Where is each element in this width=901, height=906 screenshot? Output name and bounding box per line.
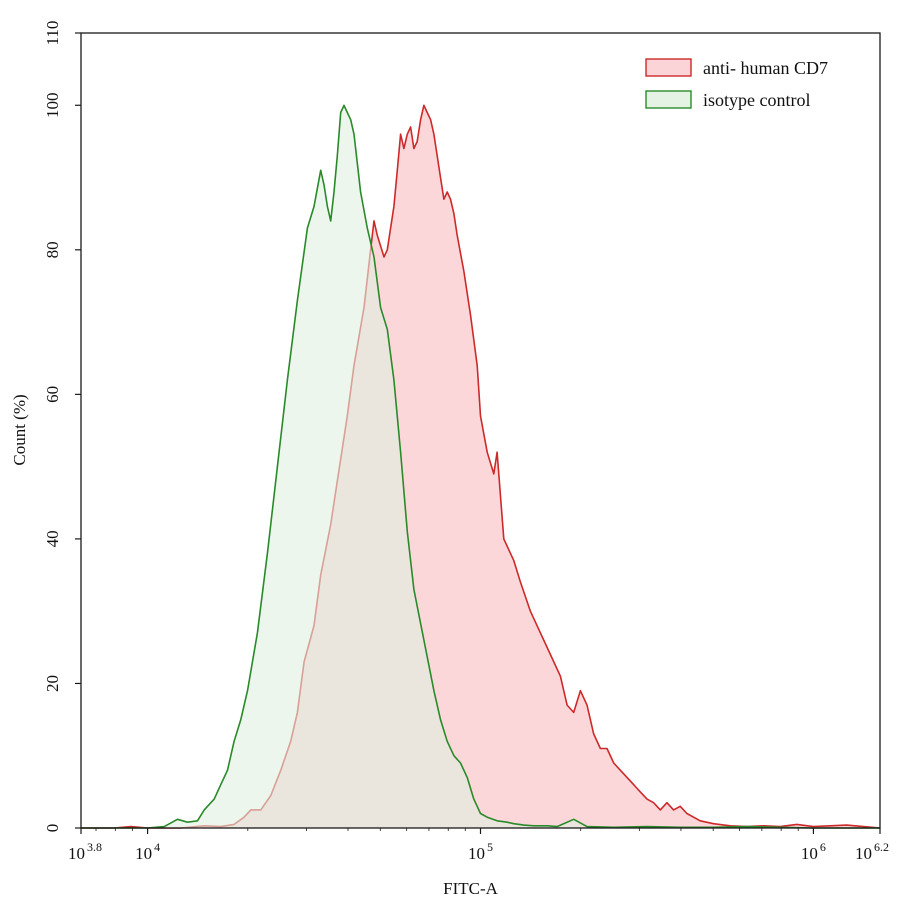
x-tick-label: 10 6.2 xyxy=(855,840,889,863)
legend: anti- human CD7 isotype control xyxy=(645,58,828,110)
series-area-anti-human-cd7 xyxy=(81,105,880,829)
legend-swatch-anti-human-cd7 xyxy=(645,58,692,77)
y-tick-label: 20 xyxy=(43,675,62,692)
series-area-isotype-control xyxy=(81,105,880,829)
y-axis-title: Count (%) xyxy=(10,394,29,465)
y-tick-label: 100 xyxy=(43,93,62,119)
x-tick-label: 10 4 xyxy=(135,840,160,863)
ticks-layer: 0 20 40 60 80 100 110 10 3.8 10 4 10 5 10 6 10 6.2 xyxy=(43,21,889,863)
y-tick-label: 0 xyxy=(43,824,62,833)
x-tick-label: 10 3.8 xyxy=(68,840,102,863)
series-layer xyxy=(81,104,881,829)
x-tick-label: 10 6 xyxy=(801,840,826,863)
legend-label-anti-human-cd7: anti- human CD7 xyxy=(703,58,828,78)
series-line-isotype-control xyxy=(81,104,880,829)
x-tick-label: 10 5 xyxy=(468,840,493,863)
x-axis-title: FITC-A xyxy=(443,879,499,898)
legend-swatch-isotype-control xyxy=(645,90,692,109)
y-tick-label: 80 xyxy=(43,241,62,258)
y-tick-label: 40 xyxy=(43,530,62,547)
y-tick-label: 60 xyxy=(43,386,62,403)
y-tick-label: 110 xyxy=(43,21,62,46)
legend-label-isotype-control: isotype control xyxy=(703,90,810,110)
